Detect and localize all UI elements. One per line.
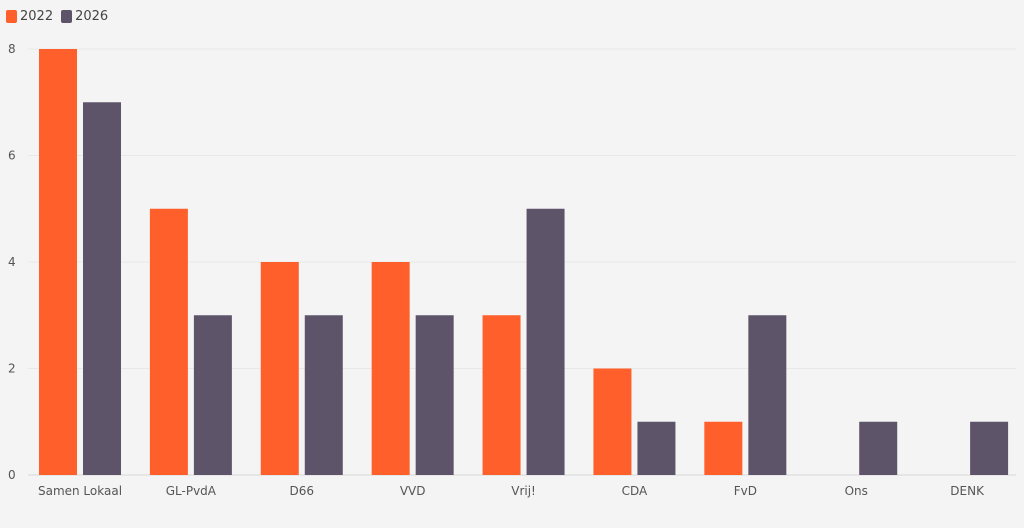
bar-2022-d66[interactable] [260,262,299,475]
legend-item-2022[interactable]: 2022 [6,9,53,24]
bar-2026-denk[interactable] [970,421,1009,475]
bar-2022-vrij-[interactable] [482,315,521,475]
y-axis-ticks: 0 2 4 6 8 [8,42,16,482]
x-tick-label: Ons [845,484,868,498]
x-tick-label: FvD [734,484,757,498]
bar-2026-gl-pvda[interactable] [193,315,232,475]
x-tick-label: Samen Lokaal [38,484,122,498]
bars [39,49,1009,476]
bar-2026-vvd[interactable] [415,315,454,475]
x-tick-label: D66 [290,484,315,498]
bar-2026-fvd[interactable] [748,315,787,475]
bar-2022-fvd[interactable] [704,421,743,475]
bar-2026-d66[interactable] [304,315,343,475]
y-tick-label: 0 [8,468,16,482]
bar-2022-samen-lokaal[interactable] [39,49,77,475]
legend-label-2022: 2022 [20,9,54,24]
x-tick-label: DENK [950,484,985,498]
x-tick-label: VVD [400,484,426,498]
legend-swatch-2026 [61,10,73,23]
x-tick-label: CDA [622,484,648,498]
bar-2022-gl-pvda[interactable] [149,208,188,475]
y-tick-label: 4 [8,255,16,269]
y-tick-label: 6 [8,149,16,163]
bar-2026-cda[interactable] [637,421,676,475]
x-axis-labels: Samen Lokaal GL-PvdA D66 VVD Vrij! CDA FvD Ons D… [38,484,985,498]
legend-label-2026: 2026 [75,9,109,24]
bar-2026-vrij-[interactable] [526,208,565,475]
bar-2026-ons[interactable] [859,421,898,475]
x-tick-label: GL-PvdA [166,484,217,498]
x-tick-label: Vrij! [511,484,536,498]
bar-2026-samen-lokaal[interactable] [83,102,121,475]
y-tick-label: 2 [8,362,16,376]
bar-2022-vvd[interactable] [371,262,410,475]
legend-swatch-2022 [6,10,17,23]
legend-item-2026[interactable]: 2026 [61,9,108,24]
y-tick-label: 8 [8,42,16,56]
bar-2022-cda[interactable] [593,368,632,476]
legend: 2022 2026 [6,9,108,24]
grid-lines [28,48,1016,476]
